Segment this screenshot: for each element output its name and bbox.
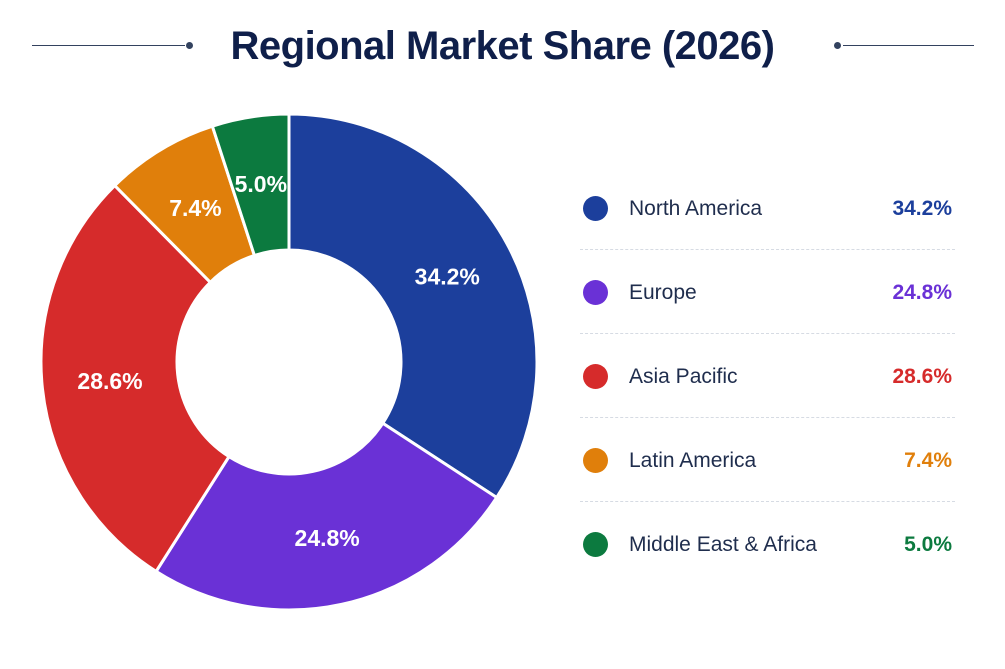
slice-north-america	[287, 112, 539, 500]
legend-value: 24.8%	[892, 281, 952, 304]
slice-label-europe: 24.8%	[295, 525, 360, 551]
legend-item-middle-east-and-africa: Middle East & Africa 5.0%	[580, 502, 955, 586]
slice-label-middle-east-and-africa: 5.0%	[235, 171, 287, 197]
title-rule-right	[843, 45, 974, 46]
legend-item-north-america: North America 34.2%	[580, 166, 955, 250]
legend-label: Europe	[629, 281, 697, 304]
legend-item-asia-pacific: Asia Pacific 28.6%	[580, 334, 955, 418]
donut-chart: 34.2% 24.8% 28.6% 7.4% 5.0%	[39, 112, 539, 612]
legend-label: Asia Pacific	[629, 365, 738, 388]
slice-label-north-america: 34.2%	[415, 263, 480, 289]
slice-europe	[154, 421, 499, 612]
legend-label: Middle East & Africa	[629, 533, 817, 556]
legend-item-europe: Europe 24.8%	[580, 250, 955, 334]
legend-value: 7.4%	[904, 449, 952, 472]
legend-label: Latin America	[629, 449, 757, 472]
legend-value: 28.6%	[892, 365, 952, 388]
legend-swatch	[583, 364, 608, 389]
legend-value: 34.2%	[892, 197, 952, 220]
slice-asia-pacific	[39, 183, 232, 574]
title-dot-right	[834, 42, 841, 49]
slice-middle-east-and-africa	[210, 112, 291, 258]
chart-title: Regional Market Share (2026)	[230, 24, 776, 68]
legend-label: North America	[629, 197, 763, 220]
legend-swatch	[583, 448, 608, 473]
legend-value: 5.0%	[904, 533, 952, 556]
title-row: Regional Market Share (2026)	[0, 18, 1005, 74]
title-dot-left	[186, 42, 193, 49]
slice-label-latin-america: 7.4%	[169, 195, 221, 221]
legend: North America 34.2% Europe 24.8% Asia Pacifi…	[580, 166, 955, 586]
legend-swatch	[583, 532, 608, 557]
slice-label-asia-pacific: 28.6%	[77, 368, 142, 394]
legend-swatch	[583, 196, 608, 221]
legend-item-latin-america: Latin America 7.4%	[580, 418, 955, 502]
legend-swatch	[583, 280, 608, 305]
title-rule-left	[32, 45, 185, 46]
